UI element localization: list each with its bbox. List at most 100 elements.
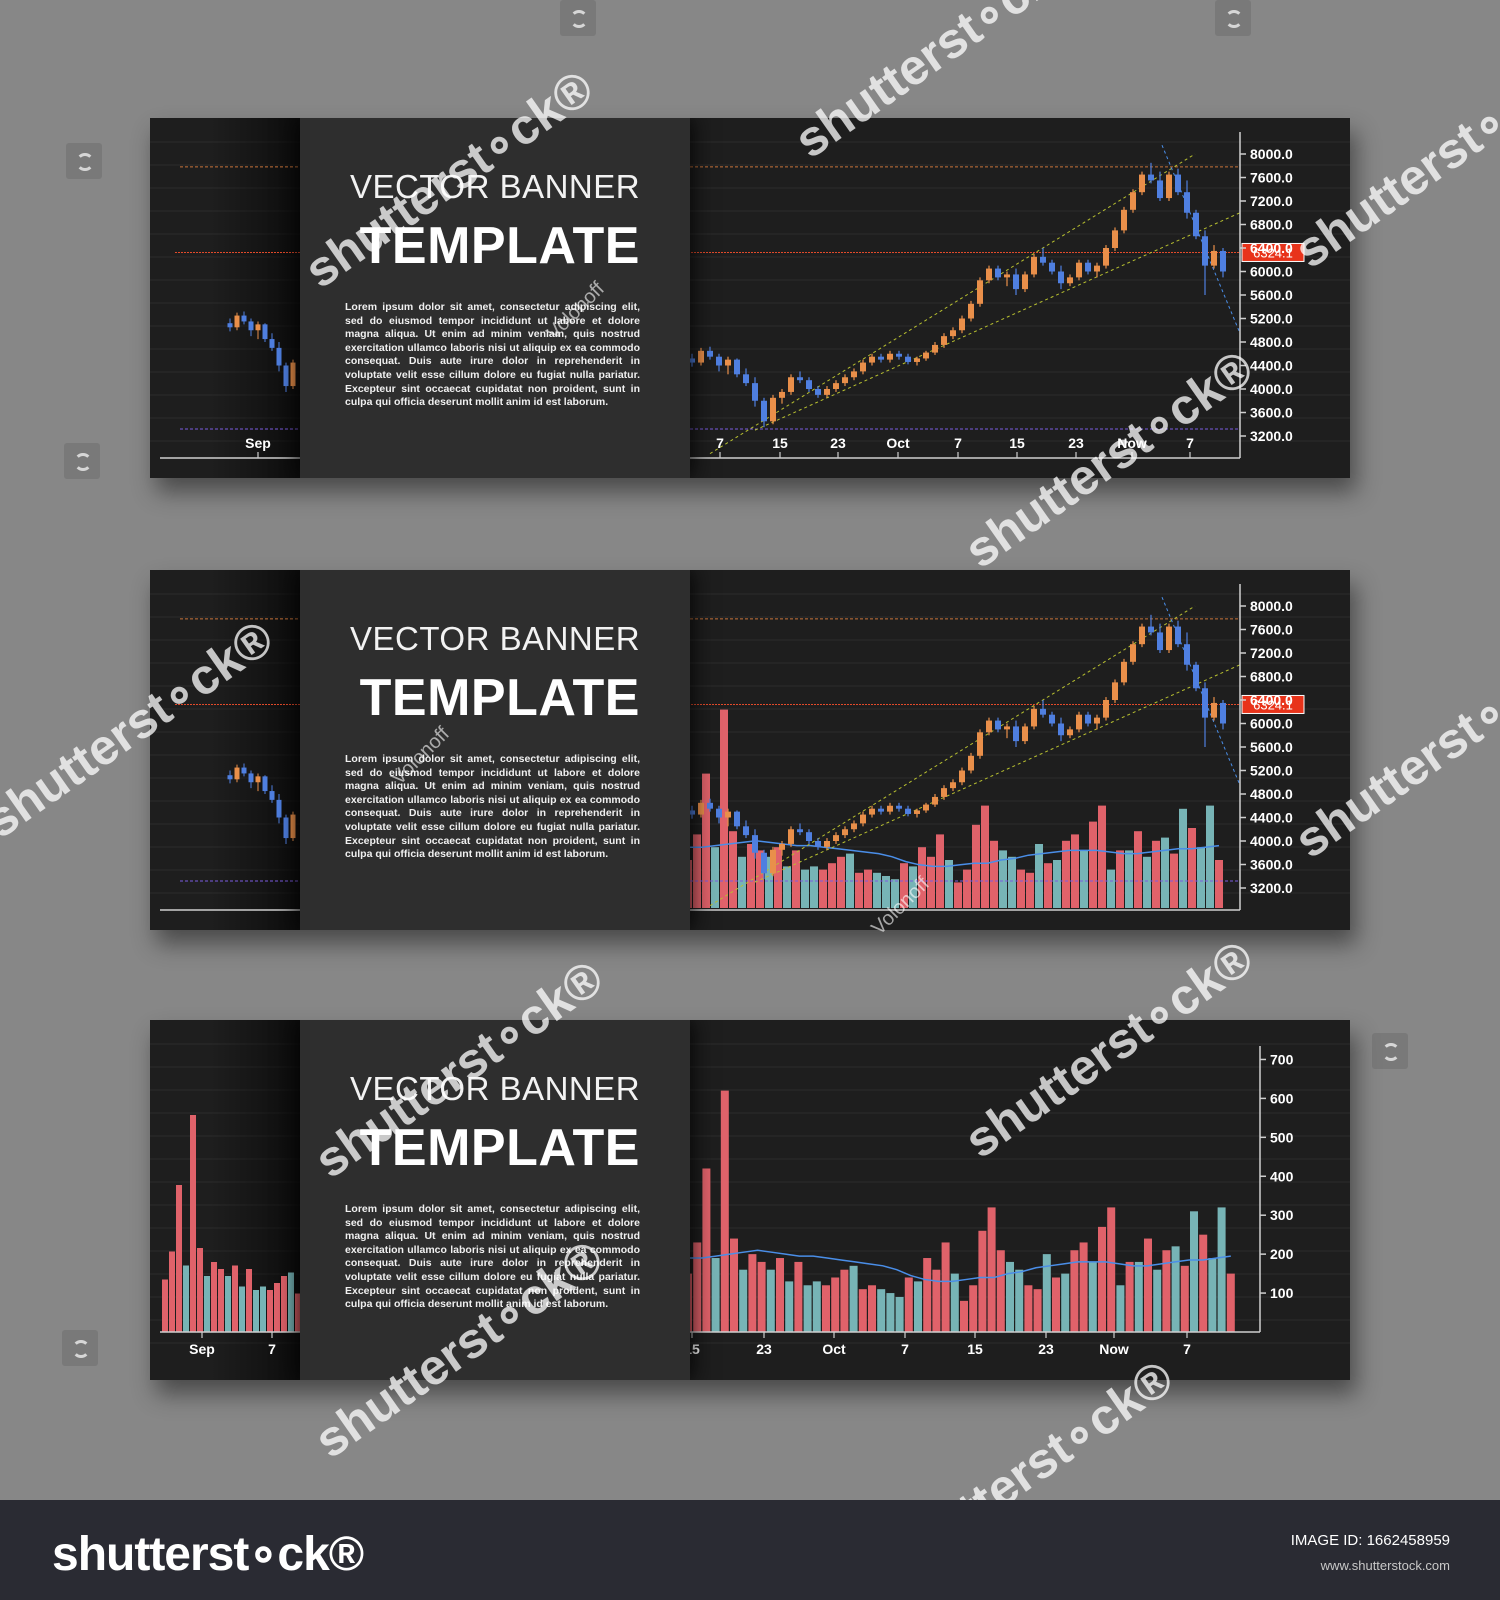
text-panel: VECTOR BANNER TEMPLATE Lorem ipsum dolor… [300,118,690,478]
volume-bar [1162,1250,1171,1332]
volume-bar [783,866,791,908]
candle-body [698,350,704,363]
y-tick-label: 6000.0 [1250,716,1293,732]
candle-body [743,826,749,836]
candle-body [995,268,1001,278]
candle-body [290,814,296,839]
candle-body [743,374,749,384]
volume-bar [831,1277,840,1332]
volume-bar [927,856,935,908]
candle-body [770,849,776,874]
candle-body [1121,209,1127,231]
candle-body [269,791,275,800]
candle-body [869,356,875,363]
volume-bar [281,1276,287,1332]
volume-bar [748,1254,757,1332]
volume-bar [295,1293,301,1332]
x-tick-label: 23 [1068,435,1084,451]
volume-bar [1033,1289,1042,1332]
candle-body [255,324,261,331]
candle-body [1031,708,1037,727]
volume-bar [729,831,737,908]
volume-bar [822,1285,830,1332]
y-tick-label: 5600.0 [1250,287,1293,303]
candle-body [851,823,857,830]
volume-bar [801,869,809,908]
volume-bar [765,856,773,908]
candle-body [689,358,695,363]
volume-bar [776,1258,784,1332]
watermark-icon [1372,1033,1408,1069]
x-tick-label: 15 [967,1341,983,1357]
volume-bar [1144,1238,1152,1332]
candle-body [707,802,713,809]
volume-bar [211,1262,217,1332]
candle-body [959,770,965,783]
volume-bar [1107,1207,1116,1332]
candle-body [1175,174,1181,193]
candle-body [815,841,821,847]
candle-body [941,788,947,797]
y-tick-label: 8000.0 [1250,146,1293,162]
volume-bar [1116,850,1124,908]
y-tick-label: 6400.0 [1250,240,1293,256]
text-panel: VECTOR BANNER TEMPLATE Lorem ipsum dolor… [300,1020,690,1380]
volume-bar [909,866,917,908]
y-tick-label: 500 [1270,1129,1294,1145]
volume-bar [864,869,872,908]
volume-bar [1071,834,1079,908]
x-tick-label: Now [1099,1341,1129,1357]
volume-bar [914,1281,922,1332]
candle-body [869,808,875,815]
volume-bar [954,882,962,908]
volume-bar [840,1269,849,1332]
volume-bar [183,1265,189,1332]
volume-bar [757,1261,766,1332]
volume-bar [882,876,890,908]
y-tick-label: 4400.0 [1250,810,1293,826]
candle-body [1121,661,1127,683]
candle-body [860,362,866,372]
x-tick-label: 15 [1009,435,1025,451]
candle-body [734,359,740,375]
candle-body [1022,726,1028,742]
candle-body [1031,256,1037,275]
volume-bar [886,1293,895,1332]
shutterstock-logo: shutterst∘ck® [52,1528,364,1581]
volume-bar [1053,860,1061,908]
volume-bar [828,863,836,908]
y-tick-label: 200 [1270,1246,1294,1262]
candle-body [283,817,289,839]
volume-bar [1217,1207,1226,1332]
volume-bar [738,856,746,908]
volume-bar [702,1168,711,1332]
x-tick-label: Now [1117,435,1147,451]
volume-bar [1134,1261,1143,1332]
candle-body [1094,265,1100,272]
candle-body [689,810,695,815]
y-tick-label: 4800.0 [1250,334,1293,350]
volume-bar [978,1230,987,1332]
volume-bar [1079,1242,1088,1332]
volume-bar [904,1277,913,1332]
volume-bar [1035,844,1043,908]
volume-bar [812,1281,821,1332]
current-price-badge [1241,242,1305,262]
current-price-badge [1241,694,1305,714]
candle-body [887,805,893,812]
volume-bar [868,1285,876,1332]
candle-body [797,829,803,833]
candle-body [1085,714,1091,724]
volume-bar [232,1265,238,1332]
candle-body [276,799,282,818]
volume-bar [711,847,719,908]
volume-bar [720,709,728,908]
candle-body [1175,626,1181,645]
site-url: www.shutterstock.com [1320,1558,1450,1573]
candle-body [842,377,848,384]
candle-body [833,383,839,389]
candle-body [1058,723,1064,736]
candle-body [1067,277,1073,284]
candle-body [262,324,268,340]
candle-body [797,377,803,381]
